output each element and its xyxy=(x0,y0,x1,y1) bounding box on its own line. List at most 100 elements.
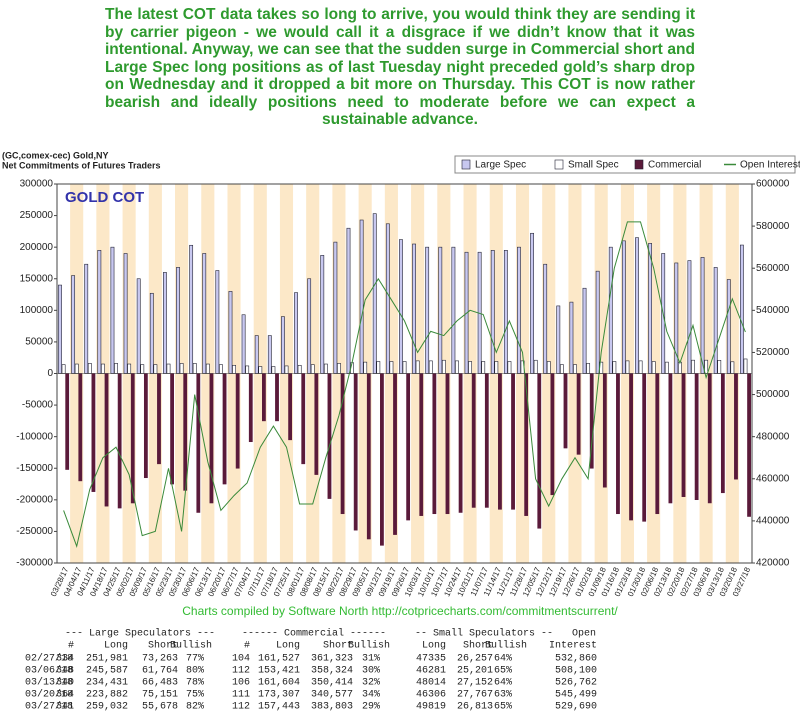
bar xyxy=(481,361,486,374)
footer: Charts compiled by Software North http:/… xyxy=(182,604,618,618)
table-column-header: Bullish xyxy=(170,640,212,652)
y-tick-label: -150000 xyxy=(16,463,53,474)
bar xyxy=(327,373,332,499)
table-cell: 234,431 xyxy=(86,678,128,689)
bar xyxy=(687,260,692,374)
table-cell: 46281 xyxy=(416,666,446,677)
bar xyxy=(58,284,62,374)
table-cell: 361,323 xyxy=(311,654,353,665)
table-cell: 529,690 xyxy=(555,702,597,713)
bar xyxy=(595,270,600,374)
bar xyxy=(74,363,79,374)
chart-subtitle: Net Commitments of Futures Traders xyxy=(2,160,161,170)
y2-tick-label: 560000 xyxy=(756,263,790,274)
bar xyxy=(359,219,364,374)
bar xyxy=(248,373,253,443)
bar xyxy=(507,361,512,374)
y2-tick-label: 420000 xyxy=(756,558,790,569)
table-cell: 532,860 xyxy=(555,654,597,665)
bar xyxy=(648,243,652,374)
bar xyxy=(215,270,220,374)
bar xyxy=(376,361,381,374)
bar xyxy=(333,241,338,374)
bar xyxy=(717,360,722,374)
bar xyxy=(366,373,371,540)
bar xyxy=(700,257,705,374)
bar xyxy=(441,359,446,374)
table-cell: 46306 xyxy=(416,690,446,701)
y2-tick-label: 520000 xyxy=(756,347,790,358)
table-cell: 29% xyxy=(362,702,380,713)
table-cell: 251,981 xyxy=(86,654,128,665)
bar xyxy=(245,365,250,374)
bar xyxy=(402,361,407,374)
table-cell: 34% xyxy=(362,690,380,701)
table-cell: 75,151 xyxy=(142,690,178,701)
table-cell: 104 xyxy=(232,654,250,665)
bar xyxy=(586,363,591,374)
bar xyxy=(530,232,534,374)
table-cell: 157,443 xyxy=(258,702,300,713)
y-tick-label: -250000 xyxy=(16,526,53,537)
table-cell: 25,201 xyxy=(457,666,493,677)
table-cell: 65% xyxy=(494,666,512,677)
table-cell: 64% xyxy=(494,654,512,665)
bar xyxy=(707,373,712,504)
table-cell: 161,604 xyxy=(258,678,300,689)
y-tick-label: -200000 xyxy=(16,494,53,505)
bar xyxy=(163,272,167,374)
table-cell: 66,483 xyxy=(142,678,178,689)
table-column-header: Bullish xyxy=(485,640,527,652)
bar xyxy=(219,364,223,374)
bar xyxy=(372,213,377,374)
bar xyxy=(261,373,266,422)
table-column-header: # xyxy=(244,641,250,652)
bar xyxy=(612,361,617,374)
bar xyxy=(192,363,197,374)
y2-tick-label: 600000 xyxy=(756,179,790,190)
y2-tick-label: 540000 xyxy=(756,305,790,316)
bar xyxy=(65,373,70,470)
bar xyxy=(157,373,161,465)
bar xyxy=(556,305,561,374)
table-cell: 80% xyxy=(186,666,204,677)
legend-swatch xyxy=(461,159,471,170)
legend-label: Small Spec xyxy=(568,160,619,171)
table-cell: 334 xyxy=(56,654,74,665)
table-cell: 49819 xyxy=(416,702,446,713)
bar xyxy=(563,373,568,449)
y2-tick-label: 580000 xyxy=(756,221,790,232)
table-cell: 545,499 xyxy=(555,690,597,701)
bar xyxy=(101,363,105,374)
bar xyxy=(582,287,587,374)
bar xyxy=(743,358,748,374)
table-column-header: Interest xyxy=(549,641,597,652)
bar xyxy=(694,373,699,501)
bar xyxy=(608,246,613,374)
table-cell: 02/27/18 xyxy=(25,653,73,665)
table-cell: 358,324 xyxy=(311,666,353,677)
table-column-header: # xyxy=(68,641,74,652)
table-cell: 26,813 xyxy=(457,702,493,713)
y-tick-label: 150000 xyxy=(20,273,54,284)
y2-tick-label: 440000 xyxy=(756,516,790,527)
bar xyxy=(664,361,669,374)
table-cell: 77% xyxy=(186,654,204,665)
table-column-header: Short xyxy=(463,640,493,652)
table-cell: 340,577 xyxy=(311,690,353,701)
table-cell: 111 xyxy=(232,690,250,701)
bar xyxy=(484,373,489,508)
bar xyxy=(533,359,538,374)
legend-swatch xyxy=(554,159,564,170)
y2-tick-label: 480000 xyxy=(756,431,790,442)
bar xyxy=(503,250,508,374)
bar xyxy=(406,373,411,521)
table-cell: 78% xyxy=(186,678,204,689)
bar xyxy=(415,360,420,374)
y2-tick-label: 500000 xyxy=(756,389,790,400)
bar xyxy=(140,364,145,374)
bar xyxy=(307,278,312,374)
legend-swatch xyxy=(634,159,644,170)
bar xyxy=(635,237,639,374)
table-cell: 223,882 xyxy=(86,690,128,701)
